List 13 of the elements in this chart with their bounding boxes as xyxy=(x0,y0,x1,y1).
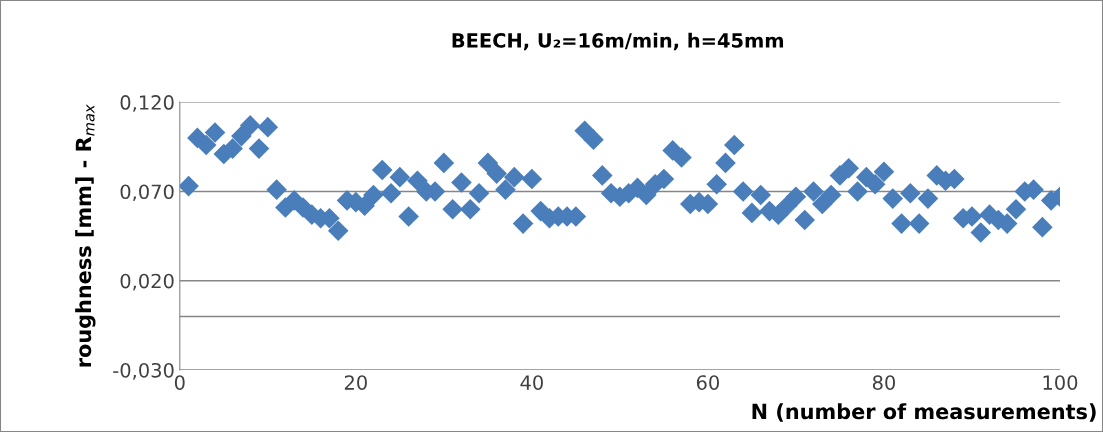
x-tick-label: 80 xyxy=(872,375,896,390)
y-axis-title: roughness [mm] - R$_{max}$ xyxy=(75,104,96,367)
chart-title: BEECH, U₂=16m/min, h=45mm xyxy=(452,32,784,51)
x-axis-title: N (number of measurements) xyxy=(752,403,1096,422)
x-tick-label: 40 xyxy=(520,375,543,390)
x-tick-label: 20 xyxy=(344,375,367,390)
x-tick-label: 0 xyxy=(174,375,185,390)
y-tick-label: 0,020 xyxy=(120,273,174,291)
x-tick-label: 100 xyxy=(1043,375,1078,390)
y-tick-label: 0,070 xyxy=(120,184,174,202)
x-tick-label: 60 xyxy=(696,375,719,390)
y-tick-label: -0,030 xyxy=(113,362,174,380)
y-tick-label: 0,120 xyxy=(120,95,174,112)
